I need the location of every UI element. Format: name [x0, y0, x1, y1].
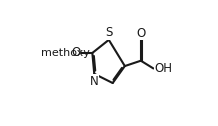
Text: N: N [89, 75, 98, 88]
Text: O: O [136, 27, 145, 40]
Text: S: S [105, 26, 112, 39]
Text: OH: OH [154, 62, 172, 75]
Text: O: O [71, 46, 80, 59]
Text: methoxy: methoxy [41, 48, 90, 58]
